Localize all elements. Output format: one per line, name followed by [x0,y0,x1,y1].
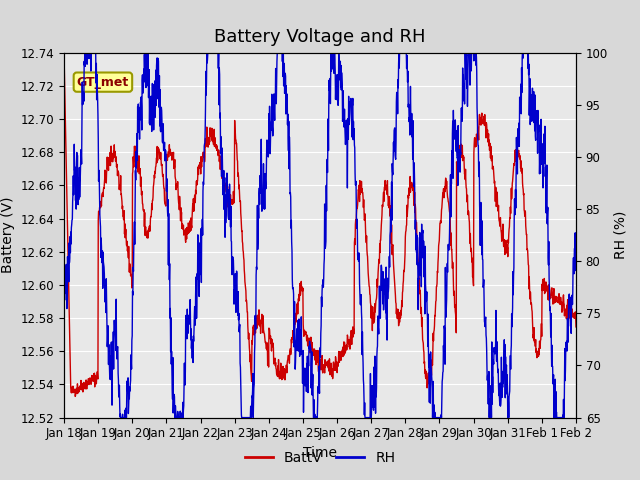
RH [117,415,125,420]
BattV [413,239,421,245]
X-axis label: Time: Time [303,446,337,460]
Y-axis label: RH (%): RH (%) [614,211,628,259]
BattV [540,279,547,285]
RH [152,103,160,108]
RH [572,230,580,236]
RH [323,208,330,214]
BattV [70,390,77,396]
Title: Battery Voltage and RH: Battery Voltage and RH [214,28,426,46]
Line: RH: RH [64,53,576,418]
BattV [292,319,300,325]
Line: BattV: BattV [64,53,576,396]
BattV [72,394,79,399]
RH [292,339,300,345]
RH [70,192,77,198]
RH [60,321,68,327]
BattV [323,362,330,368]
Y-axis label: Battery (V): Battery (V) [1,197,15,274]
BattV [572,324,580,330]
Legend: BattV, RH: BattV, RH [239,445,401,471]
RH [81,50,89,56]
BattV [152,164,160,169]
RH [540,151,547,157]
RH [413,235,421,240]
BattV [60,50,68,56]
Text: GT_met: GT_met [77,76,129,89]
